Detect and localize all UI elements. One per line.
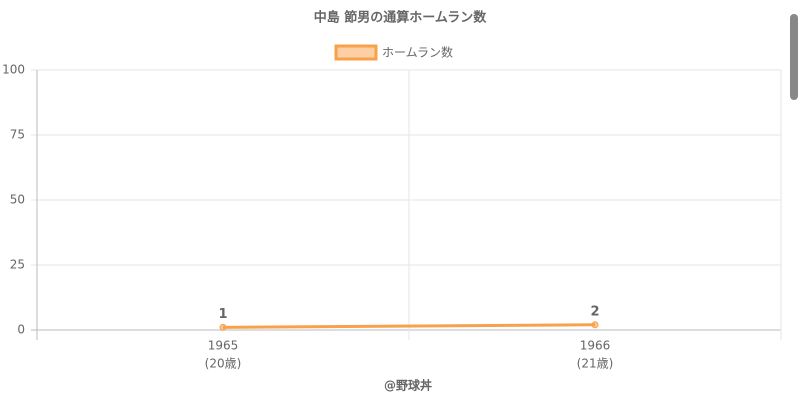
legend-swatch (334, 44, 378, 61)
y-tick-label: 0 (17, 323, 25, 337)
data-label: 2 (590, 304, 599, 319)
x-tick-label: 1965 (208, 339, 239, 353)
data-label: 1 (218, 307, 227, 322)
y-tick-label: 50 (10, 193, 25, 207)
legend-label: ホームラン数 (382, 45, 453, 60)
footer: @野球丼 (384, 378, 432, 393)
y-tick-label: 100 (2, 63, 25, 77)
y-tick-label: 25 (10, 258, 25, 272)
chart-title: 中島 節男の通算ホームラン数 (314, 10, 487, 26)
x-tick-sublabel: (20歳) (205, 357, 242, 371)
point (591, 321, 599, 329)
y-tick-label: 75 (10, 128, 25, 142)
line (222, 323, 596, 329)
point (219, 323, 227, 331)
scrollbar[interactable] (790, 14, 798, 100)
x-tick-sublabel: (21歳) (577, 357, 614, 371)
x-tick-label: 1966 (580, 339, 611, 353)
